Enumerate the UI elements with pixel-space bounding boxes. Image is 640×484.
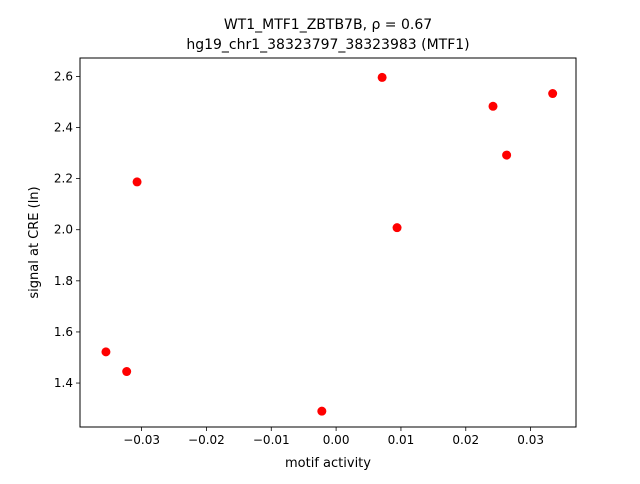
scatter-point — [502, 150, 512, 160]
x-tick-label: 0.01 — [388, 433, 415, 447]
y-tick-label: 1.4 — [54, 376, 73, 390]
y-tick-label: 2.0 — [54, 223, 73, 237]
x-tick-label: 0.02 — [452, 433, 479, 447]
x-tick-label: −0.03 — [123, 433, 160, 447]
axis-ticks: −0.03 −0.02 −0.01 0.00 0.01 0.02 0.03 1.4 1.6 1.8… — [54, 69, 544, 447]
y-axis-label: signal at CRE (ln) — [27, 186, 42, 298]
scatter-point — [548, 89, 558, 99]
chart-title-line2: hg19_chr1_38323797_38323983 (MTF1) — [186, 37, 469, 53]
x-axis-label: motif activity — [285, 456, 371, 471]
y-tick-label: 1.8 — [54, 274, 73, 288]
y-tick-label: 2.4 — [54, 121, 73, 135]
scatter-point — [392, 223, 402, 233]
y-tick-label: 2.6 — [54, 69, 73, 83]
scatter-point — [317, 406, 327, 416]
scatter-point — [132, 177, 142, 187]
x-tick-label: −0.01 — [253, 433, 290, 447]
x-tick-label: 0.00 — [323, 433, 350, 447]
x-tick-label: −0.02 — [188, 433, 225, 447]
scatter-point — [377, 72, 387, 82]
y-tick-label: 2.2 — [54, 172, 73, 186]
chart-title-line1: WT1_MTF1_ZBTB7B, ρ = 0.67 — [224, 17, 432, 33]
y-tick-label: 1.6 — [54, 325, 73, 339]
x-tick-label: 0.03 — [517, 433, 544, 447]
scatter-point — [101, 347, 111, 357]
plot-frame — [79, 57, 577, 428]
scatter-point — [488, 101, 498, 111]
data-points — [101, 72, 558, 416]
scatter-point — [122, 367, 132, 377]
